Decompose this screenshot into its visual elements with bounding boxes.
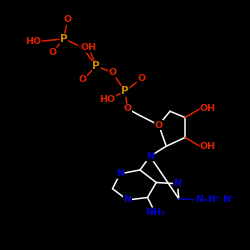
Text: N⁺: N⁺	[207, 196, 220, 204]
Text: O: O	[137, 74, 145, 83]
Text: P: P	[92, 61, 100, 71]
Text: O: O	[124, 104, 132, 113]
Text: P: P	[121, 86, 129, 96]
Text: HO: HO	[25, 37, 41, 46]
Text: N: N	[124, 196, 132, 204]
Text: O: O	[155, 120, 163, 130]
Text: OH: OH	[200, 104, 216, 113]
Text: N: N	[174, 179, 182, 188]
Text: N⁻: N⁻	[222, 196, 235, 204]
Text: NH₂: NH₂	[145, 208, 165, 217]
Text: N: N	[116, 169, 124, 178]
Text: O: O	[78, 76, 86, 84]
Text: HO: HO	[100, 96, 116, 104]
Text: N: N	[195, 196, 203, 204]
Text: O: O	[48, 48, 56, 57]
Text: N: N	[146, 152, 154, 161]
Text: O: O	[78, 43, 86, 52]
Text: OH: OH	[81, 43, 97, 52]
Text: O: O	[108, 68, 116, 77]
Text: O: O	[64, 16, 72, 24]
Text: P: P	[60, 34, 68, 44]
Text: OH: OH	[200, 142, 216, 151]
